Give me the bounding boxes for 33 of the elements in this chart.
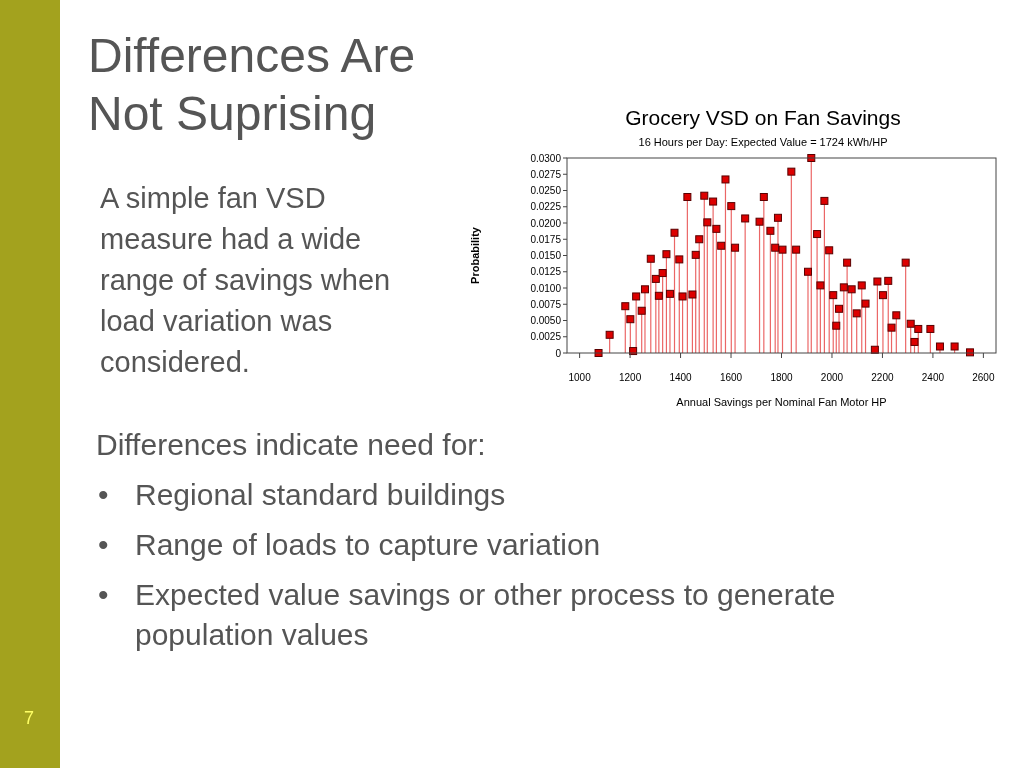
- text: • Expected value savings or other process to generate population values: [98, 578, 836, 651]
- x-tick-label: 2000: [820, 372, 844, 383]
- y-tick-label: 0.0175: [530, 233, 562, 245]
- text: A simple fan VSD measure had a wide range of savings when load variation was considered.: [100, 182, 391, 378]
- text: Differences Are Not Suprising: [88, 29, 416, 140]
- x-axis-title: Annual Savings per Nominal Fan Motor HP: [676, 396, 887, 408]
- y-tick-label: 0.0025: [530, 331, 562, 343]
- y-tick-label: 0.0125: [530, 266, 562, 278]
- chart-title: Grocery VSD on Fan Savings: [625, 106, 901, 129]
- y-tick-label: 0.0200: [530, 217, 562, 229]
- y-tick-label: 0: [555, 347, 562, 359]
- y-tick-label: 0.0100: [530, 282, 562, 294]
- x-tick-label: 1000: [568, 372, 592, 383]
- x-tick-label: 2400: [921, 372, 945, 383]
- y-axis-title: Probability: [469, 226, 481, 284]
- y-tick-label: 0.0300: [530, 152, 562, 164]
- x-tick-label: 1400: [669, 372, 693, 383]
- text: • Regional standard buildings: [98, 478, 506, 511]
- y-tick-label: 0.0075: [530, 298, 562, 310]
- y-tick-label: 0.0250: [530, 185, 562, 196]
- text: Differences indicate need for:: [96, 428, 486, 461]
- x-tick-label: 2600: [972, 372, 995, 383]
- y-tick-label: 0.0050: [530, 315, 562, 326]
- y-tick-label: 0.0275: [530, 168, 562, 180]
- x-tick-label: 2200: [871, 372, 894, 383]
- y-tick-label: 0.0225: [530, 201, 562, 213]
- x-tick-label: 1200: [618, 372, 642, 383]
- x-tick-label: 1800: [770, 372, 794, 383]
- text: 7: [24, 708, 35, 728]
- x-tick-label: 1600: [719, 372, 743, 383]
- chart-subtitle: 16 Hours per Day: Expected Value = 1724 kWh/HP: [638, 136, 888, 148]
- text: • Range of loads to capture variation: [98, 528, 601, 561]
- y-tick-label: 0.0150: [530, 250, 562, 261]
